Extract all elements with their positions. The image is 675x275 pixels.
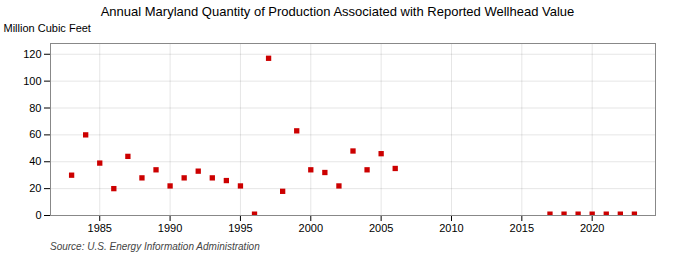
svg-text:120: 120 [23,48,41,60]
html-text:Annual Maryland Quantity of Pr: Annual Maryland Quantity of Production A… [100,4,575,19]
svg-text:2005: 2005 [369,222,393,234]
svg-text:80: 80 [29,102,41,114]
svg-text:1985: 1985 [88,222,112,234]
svg-text:60: 60 [29,128,41,140]
svg-text:2010: 2010 [439,222,463,234]
svg-text:0: 0 [35,209,41,221]
svg-text:1995: 1995 [228,222,252,234]
svg-text:2020: 2020 [580,222,604,234]
svg-text:100: 100 [23,75,41,87]
svg-text:1990: 1990 [158,222,182,234]
svg-text:Million Cubic Feet: Million Cubic Feet [4,22,91,34]
html-text:Source: U.S. Energy Informatio: Source: U.S. Energy Information Administ… [50,241,260,252]
svg-text:40: 40 [29,155,41,167]
svg-text:2000: 2000 [299,222,323,234]
svg-text:20: 20 [29,182,41,194]
svg-text:2015: 2015 [510,222,534,234]
